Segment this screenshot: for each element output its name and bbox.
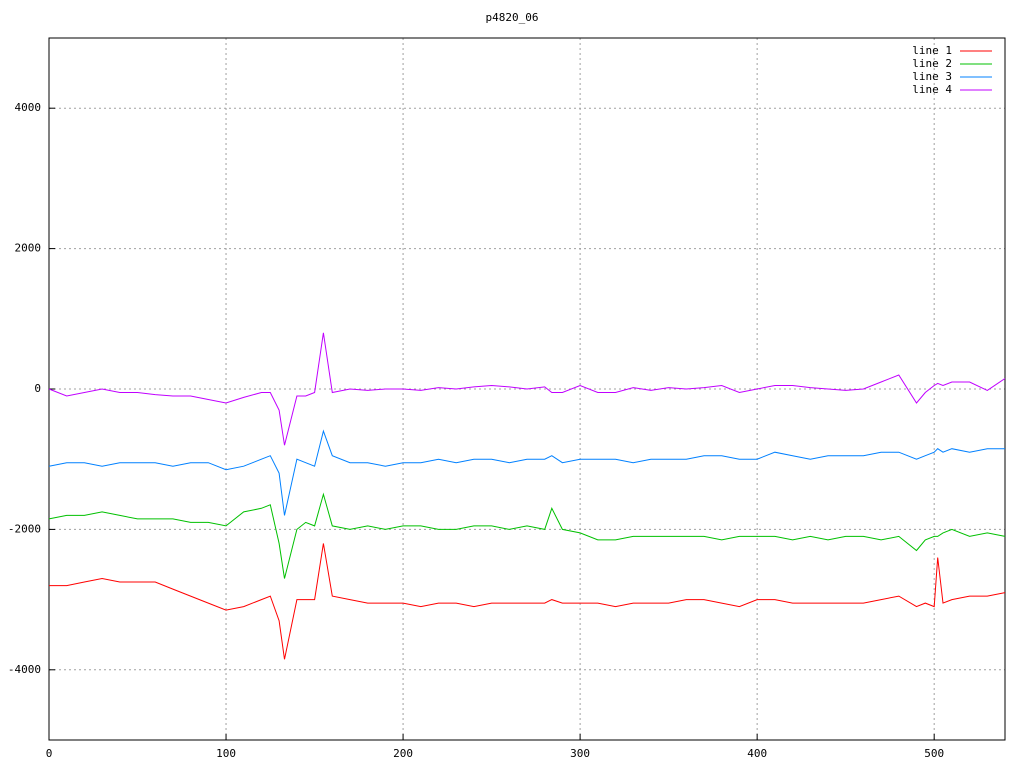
legend-label: line 2 [912,57,952,70]
x-tick-label: 200 [393,747,413,760]
line-series [49,543,1006,660]
line-series [48,429,1005,516]
legend-label: line 3 [912,70,952,83]
x-tick-label: 0 [46,747,53,760]
x-tick-label: 300 [570,747,590,760]
line-series [48,332,1006,446]
y-tick-label: 4000 [15,101,42,114]
legend-label: line 4 [912,83,952,96]
x-tick-label: 100 [216,747,236,760]
line-series [48,492,1006,579]
y-tick-label: 0 [34,382,41,395]
legend-label: line 1 [912,44,952,57]
y-tick-label: -4000 [8,663,41,676]
x-tick-label: 400 [747,747,767,760]
chart-title: p4820_06 [486,11,539,24]
y-tick-label: 2000 [15,242,42,255]
x-tick-label: 500 [924,747,944,760]
y-tick-label: -2000 [8,522,41,535]
